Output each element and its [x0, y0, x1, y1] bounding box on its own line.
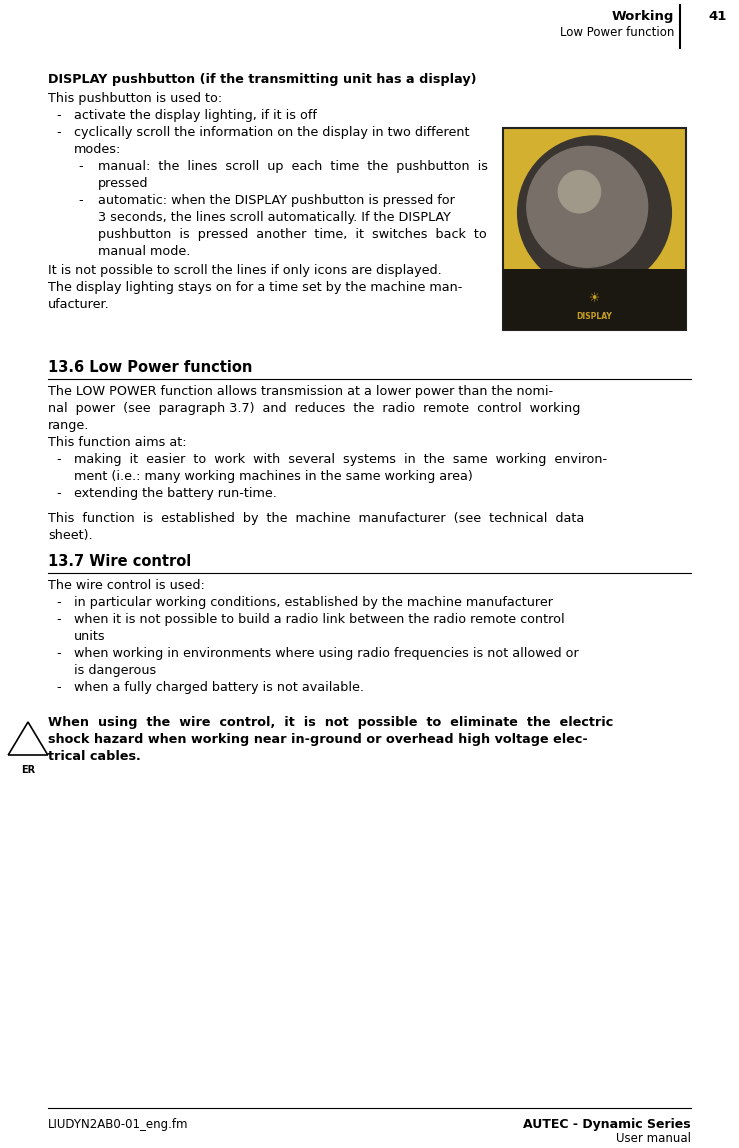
Text: manual mode.: manual mode. — [98, 245, 191, 258]
Text: ment (i.e.: many working machines in the same working area): ment (i.e.: many working machines in the… — [74, 470, 473, 483]
Bar — [503, 270, 686, 329]
Text: in particular working conditions, established by the machine manufacturer: in particular working conditions, establ… — [74, 596, 553, 608]
Text: -: - — [56, 613, 61, 626]
Text: shock hazard when working near in-ground or overhead high voltage elec-: shock hazard when working near in-ground… — [48, 734, 588, 746]
Text: 13.7 Wire control: 13.7 Wire control — [48, 554, 191, 569]
Text: -: - — [78, 160, 83, 173]
Text: modes:: modes: — [74, 144, 121, 156]
Circle shape — [527, 147, 647, 267]
Text: sheet).: sheet). — [48, 529, 92, 542]
Bar — [503, 127, 686, 329]
Circle shape — [517, 135, 671, 289]
Text: cyclically scroll the information on the display in two different: cyclically scroll the information on the… — [74, 126, 469, 139]
Text: It is not possible to scroll the lines if only icons are displayed.: It is not possible to scroll the lines i… — [48, 264, 442, 277]
Text: when it is not possible to build a radio link between the radio remote control: when it is not possible to build a radio… — [74, 613, 565, 626]
Text: pushbutton  is  pressed  another  time,  it  switches  back  to: pushbutton is pressed another time, it s… — [98, 228, 487, 241]
Text: Low Power function: Low Power function — [559, 26, 674, 39]
Text: AUTEC - Dynamic Series: AUTEC - Dynamic Series — [523, 1118, 691, 1131]
Text: The LOW POWER function allows transmission at a lower power than the nomi-: The LOW POWER function allows transmissi… — [48, 385, 553, 398]
Text: activate the display lighting, if it is off: activate the display lighting, if it is … — [74, 109, 317, 122]
Text: is dangerous: is dangerous — [74, 664, 156, 677]
Text: nal  power  (see  paragraph 3.7)  and  reduces  the  radio  remote  control  wor: nal power (see paragraph 3.7) and reduce… — [48, 402, 580, 414]
Text: The wire control is used:: The wire control is used: — [48, 579, 205, 592]
Text: automatic: when the DISPLAY pushbutton is pressed for: automatic: when the DISPLAY pushbutton i… — [98, 194, 455, 207]
Text: ☀: ☀ — [589, 292, 600, 305]
Text: 41: 41 — [709, 10, 727, 23]
Text: -: - — [56, 453, 61, 466]
Text: This pushbutton is used to:: This pushbutton is used to: — [48, 92, 222, 104]
Text: extending the battery run-time.: extending the battery run-time. — [74, 487, 277, 501]
Text: User manual: User manual — [616, 1132, 691, 1145]
Text: trical cables.: trical cables. — [48, 750, 140, 763]
Text: units: units — [74, 630, 106, 643]
Text: making  it  easier  to  work  with  several  systems  in  the  same  working  en: making it easier to work with several sy… — [74, 453, 607, 466]
Text: when working in environments where using radio frequencies is not allowed or: when working in environments where using… — [74, 647, 579, 660]
Text: ufacturer.: ufacturer. — [48, 298, 110, 311]
Text: This function aims at:: This function aims at: — [48, 436, 187, 449]
Text: -: - — [78, 194, 83, 207]
Text: manual:  the  lines  scroll  up  each  time  the  pushbutton  is: manual: the lines scroll up each time th… — [98, 160, 488, 173]
Text: When  using  the  wire  control,  it  is  not  possible  to  eliminate  the  ele: When using the wire control, it is not p… — [48, 716, 613, 729]
Text: DISPLAY: DISPLAY — [576, 312, 613, 321]
Text: -: - — [56, 647, 61, 660]
Text: pressed: pressed — [98, 177, 149, 191]
Text: LIUDYN2AB0-01_eng.fm: LIUDYN2AB0-01_eng.fm — [48, 1118, 188, 1131]
Text: -: - — [56, 126, 61, 139]
Text: Working: Working — [612, 10, 674, 23]
Text: -: - — [56, 681, 61, 695]
Text: DISPLAY pushbutton (if the transmitting unit has a display): DISPLAY pushbutton (if the transmitting … — [48, 73, 477, 86]
Text: when a fully charged battery is not available.: when a fully charged battery is not avai… — [74, 681, 364, 695]
Text: 3 seconds, the lines scroll automatically. If the DISPLAY: 3 seconds, the lines scroll automaticall… — [98, 211, 451, 224]
Text: ER: ER — [21, 765, 35, 775]
Text: 13.6 Low Power function: 13.6 Low Power function — [48, 360, 253, 375]
Circle shape — [558, 171, 601, 212]
Text: -: - — [56, 487, 61, 501]
Text: range.: range. — [48, 419, 89, 432]
Text: -: - — [56, 109, 61, 122]
Text: -: - — [56, 596, 61, 608]
Text: This  function  is  established  by  the  machine  manufacturer  (see  technical: This function is established by the mach… — [48, 512, 585, 525]
Text: The display lighting stays on for a time set by the machine man-: The display lighting stays on for a time… — [48, 281, 463, 294]
